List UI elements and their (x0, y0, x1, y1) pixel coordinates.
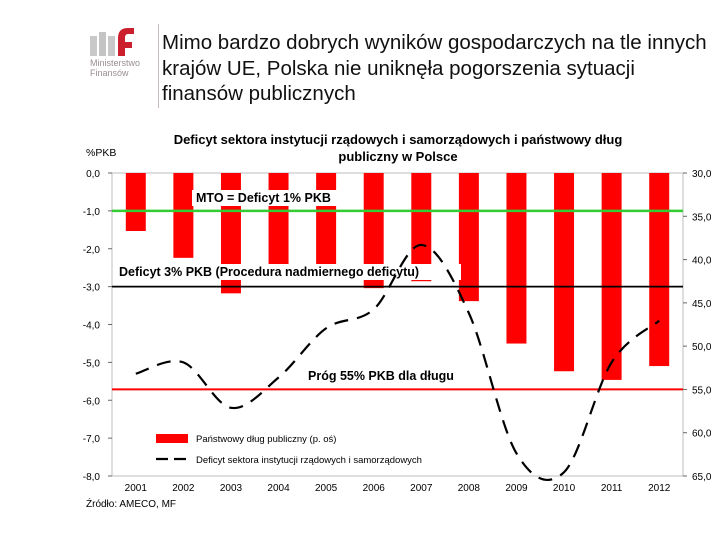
debt-bar (316, 173, 337, 279)
debt-bar (649, 173, 670, 367)
ministry-logo (90, 28, 134, 56)
right-axis-tick-label: 35,0 (692, 212, 712, 223)
debt-bar (411, 173, 432, 282)
left-axis-tick-label: -7,0 (83, 434, 101, 445)
left-axis-tick-label: -3,0 (83, 283, 101, 294)
right-axis-tick-label: 45,0 (692, 299, 712, 310)
x-axis-tick-label: 2011 (601, 483, 623, 494)
x-axis-tick-label: 2002 (172, 483, 195, 494)
debt-threshold-label-background (304, 368, 474, 384)
chart-title-line-2: publiczny w Polsce (338, 149, 457, 164)
chart-title-line-1: Deficyt sektora instytucji rządowych i s… (174, 132, 623, 147)
plot-area (111, 172, 684, 477)
x-axis-tick-label: 2007 (410, 483, 433, 494)
debt-bar (125, 173, 146, 232)
x-axis-tick-label: 2012 (648, 483, 671, 494)
left-axis-tick-label: -4,0 (83, 321, 101, 332)
debt-bar (506, 173, 527, 344)
deficit-debt-chart: Deficyt sektora instytucji rządowych i s… (83, 132, 712, 494)
left-axis-tick-label: 0,0 (86, 169, 100, 180)
header-divider (158, 24, 159, 108)
right-axis-tick-label: 55,0 (692, 385, 712, 396)
ministry-name: Ministerstwo Finansów (90, 58, 141, 78)
y-axis-unit-label: %PKB (86, 147, 116, 159)
left-axis-tick-label: -5,0 (83, 358, 101, 369)
debt-bar (601, 173, 622, 380)
edp-label-background (115, 264, 461, 280)
right-axis-tick-label: 50,0 (692, 342, 712, 353)
debt-bar (268, 173, 289, 276)
x-axis-tick-label: 2010 (553, 483, 576, 494)
page-title: Mimo bardzo dobrych wyników gospodarczyc… (162, 31, 707, 105)
right-axis-tick-label: 40,0 (692, 256, 712, 267)
edp-label: Deficyt 3% PKB (Procedura nadmiernego de… (119, 265, 419, 279)
left-axis-tick-label: -6,0 (83, 396, 101, 407)
legend-label-debt: Państwowy dług publiczny (p. oś) (196, 434, 336, 445)
left-axis-tick-label: -2,0 (83, 245, 101, 256)
x-axis-tick-label: 2003 (220, 483, 243, 494)
x-axis-tick-label: 2009 (505, 483, 528, 494)
x-axis-tick-label: 2008 (458, 483, 481, 494)
debt-bar (458, 173, 479, 302)
right-axis-tick-label: 60,0 (692, 429, 712, 440)
right-axis-tick-label: 65,0 (692, 472, 712, 483)
left-axis-tick-label: -8,0 (83, 472, 101, 483)
x-axis-tick-label: 2004 (267, 483, 290, 494)
mto-label: MTO = Deficyt 1% PKB (196, 191, 331, 205)
debt-bar (173, 173, 194, 258)
legend-label-deficit: Deficyt sektora instytucji rządowych i s… (196, 455, 422, 466)
x-axis-tick-label: 2005 (315, 483, 338, 494)
x-axis-tick-label: 2006 (363, 483, 386, 494)
x-axis-tick-label: 2001 (125, 483, 148, 494)
right-axis-tick-label: 30,0 (692, 169, 712, 180)
debt-threshold-label: Próg 55% PKB dla długu (308, 369, 454, 383)
deficit-line (135, 243, 660, 482)
left-axis-tick-label: -1,0 (83, 207, 101, 218)
mto-label-background (192, 190, 352, 206)
source-note: Źródło: AMECO, MF (86, 499, 177, 510)
legend-swatch-debt (156, 434, 188, 443)
debt-bar (363, 173, 384, 289)
debt-bar (554, 173, 575, 372)
